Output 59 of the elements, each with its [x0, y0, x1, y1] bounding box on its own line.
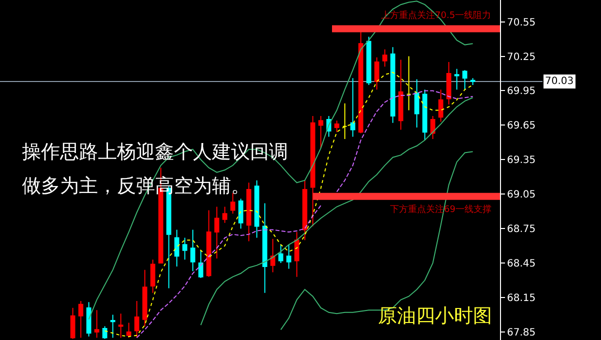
candlestick: [190, 229, 196, 272]
candlestick: [454, 68, 460, 90]
candlestick: [430, 116, 436, 140]
candlestick: [414, 78, 420, 128]
candlestick: [278, 244, 284, 264]
candlestick: [174, 229, 180, 267]
y-tick-label: 68.75: [507, 224, 536, 236]
candlestick: [182, 237, 188, 260]
y-tick-label: 70.25: [507, 52, 536, 63]
candlestick: [78, 300, 84, 338]
candlestick: [294, 232, 300, 278]
y-tick-label: 69.95: [507, 86, 536, 98]
candlestick: [222, 206, 228, 224]
candlestick: [246, 182, 252, 242]
candlestick: [230, 192, 236, 214]
candlestick: [134, 300, 140, 338]
candlestick: [198, 250, 204, 278]
y-tick-label: 69.35: [507, 155, 536, 166]
candlestick: [214, 206, 220, 259]
candlestick: [390, 46, 396, 124]
candlestick: [350, 78, 356, 138]
candlestick: [374, 56, 380, 90]
y-tick-label: 68.45: [507, 258, 536, 270]
candlestick: [254, 180, 260, 238]
candlestick: [366, 36, 372, 86]
candlestick: [446, 62, 452, 106]
candlestick: [302, 180, 308, 241]
candlestick: [358, 30, 364, 134]
candlestick: [342, 102, 348, 140]
candlestick: [86, 302, 92, 338]
candlestick: [438, 89, 444, 122]
candlestick: [382, 48, 388, 68]
candlestick: [310, 116, 316, 227]
annotation: 原油四小时图: [378, 305, 492, 327]
candlestick: [206, 210, 212, 278]
candlestick: [126, 322, 132, 338]
candlestick: [262, 202, 268, 294]
candlestick: [150, 259, 156, 294]
candlestick: [94, 310, 100, 338]
candlestick: [422, 89, 428, 141]
y-tick-label: 68.15: [507, 293, 536, 304]
y-tick-label: 70.55: [507, 17, 536, 28]
candlestick: [238, 198, 244, 230]
candlestick: [462, 70, 468, 90]
candlestick: [102, 326, 108, 340]
candlestick: [334, 120, 340, 133]
y-tick-label: 67.85: [507, 327, 536, 338]
y-tick-label: 69.65: [507, 120, 536, 132]
candlestick: [318, 116, 324, 149]
ref-line-label: 70.03: [545, 76, 574, 87]
candlestick: [270, 238, 276, 273]
candlestick: [110, 314, 116, 338]
candlestick: [470, 78, 476, 86]
candlestick: [70, 307, 76, 340]
candlestick: [286, 244, 292, 270]
candlestick: [142, 269, 148, 327]
candlestick: [118, 313, 124, 338]
candlestick: [398, 59, 404, 130]
y-tick-label: 69.05: [507, 190, 536, 201]
